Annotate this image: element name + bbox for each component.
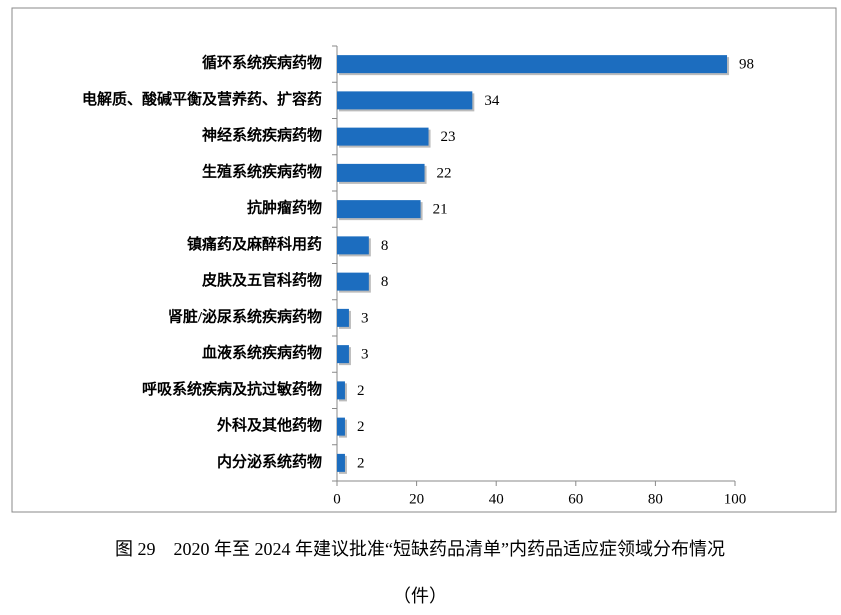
x-tick-label: 80 [648,491,663,507]
value-label: 21 [433,202,448,218]
y-tick-label: 呼吸系统疾病及抗过敏药物 [142,380,322,398]
chart-frame [11,7,837,513]
value-label: 2 [357,383,365,399]
value-label: 8 [381,274,389,290]
value-label: 98 [739,57,754,73]
bar [337,236,369,255]
x-tick-label: 40 [489,491,504,507]
bar [337,127,429,146]
bar [337,381,345,400]
chart-title: 图 29 2020 年至 2024 年建议批准“短缺药品清单”内药品适应症领域分… [115,539,725,559]
value-label: 22 [437,165,452,181]
y-tick-label: 外科及其他药物 [216,416,322,434]
y-tick-label: 循环系统疾病药物 [202,54,322,72]
x-tick-label: 0 [333,491,341,507]
value-label: 2 [357,419,365,435]
y-tick-label: 内分泌系统药物 [217,452,322,470]
y-tick-label: 抗肿瘤药物 [247,199,322,217]
bar [337,163,425,182]
bar [337,91,473,110]
chart-subtitle: （件） [393,586,447,606]
y-tick-label: 镇痛药及麻醉科用药 [187,235,322,253]
y-tick-label: 皮肤及五官科药物 [202,271,322,289]
bar [337,417,345,436]
value-label: 3 [361,310,369,326]
value-label: 34 [484,93,500,109]
y-tick-label: 电解质、酸碱平衡及营养药、扩容药 [82,90,322,108]
value-label: 8 [381,238,389,254]
y-tick-label: 生殖系统疾病药物 [202,162,322,180]
bar [337,453,345,472]
bar [337,55,728,74]
bar [337,308,349,327]
bar [337,200,421,219]
y-tick-label: 血液系统疾病药物 [202,344,322,362]
x-tick-label: 100 [724,491,747,507]
y-tick-label: 神经系统疾病药物 [202,126,322,144]
bar [337,272,369,291]
x-tick-label: 60 [568,491,583,507]
value-label: 3 [361,347,369,363]
value-label: 23 [441,129,456,145]
bar [337,345,349,364]
y-tick-label: 肾脏/泌尿系统疾病药物 [168,307,322,325]
x-tick-label: 20 [409,491,424,507]
value-label: 2 [357,455,365,471]
